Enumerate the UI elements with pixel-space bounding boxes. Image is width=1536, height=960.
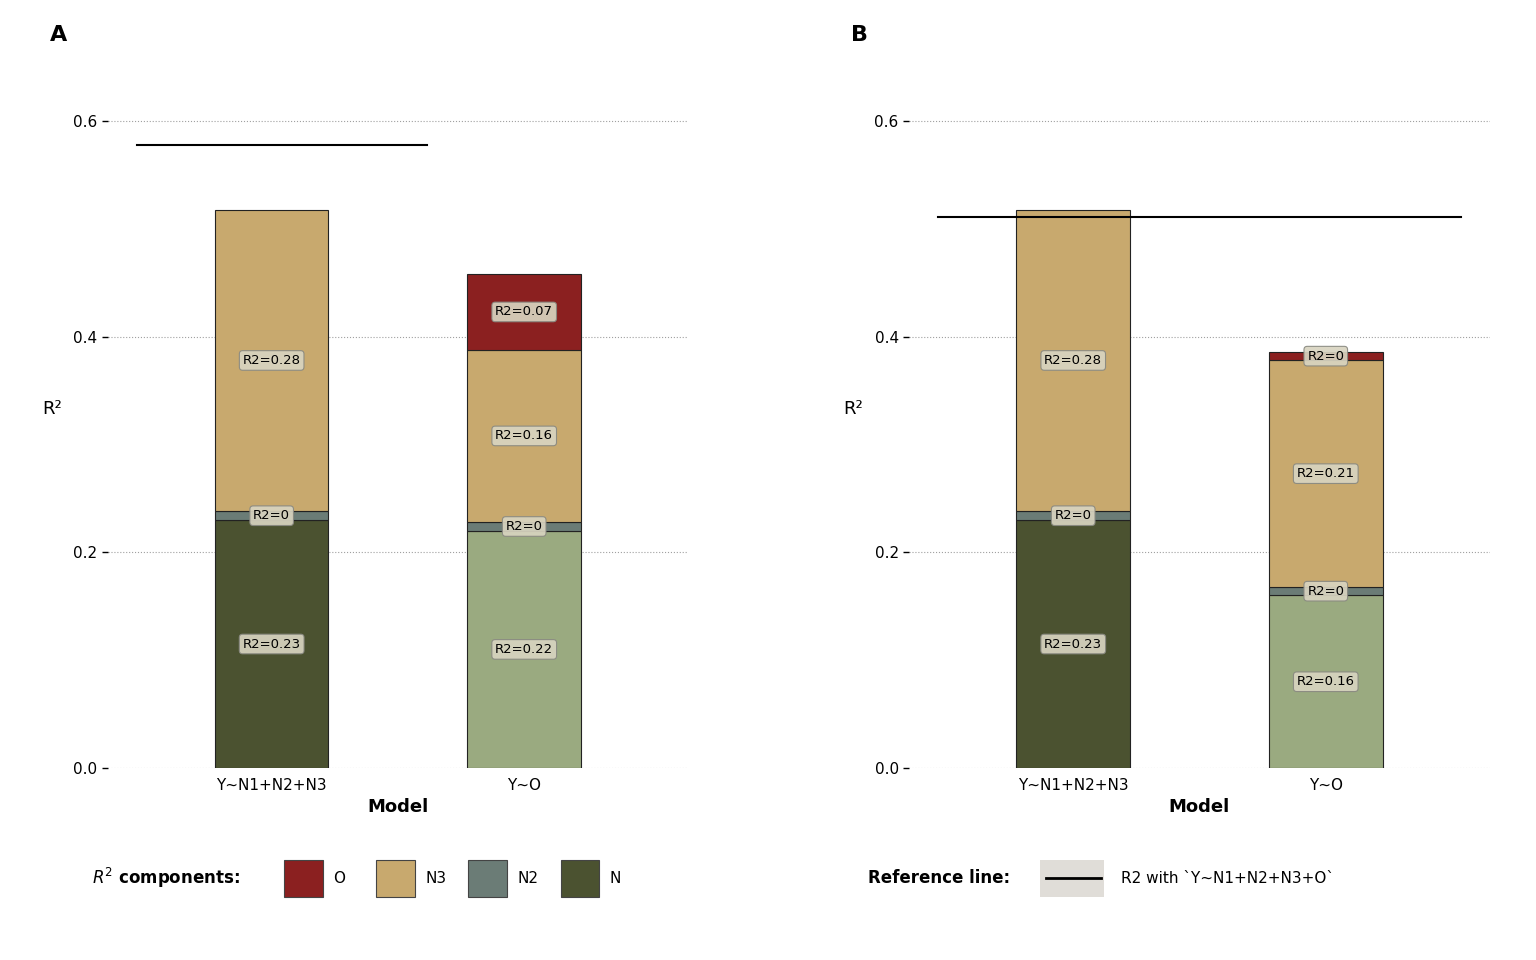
- Bar: [215, 209, 329, 512]
- Bar: [1017, 512, 1130, 520]
- Bar: [1017, 520, 1130, 768]
- Bar: [467, 349, 581, 522]
- Bar: [1269, 595, 1382, 768]
- X-axis label: Model: Model: [367, 799, 429, 816]
- Text: R2=0: R2=0: [1307, 349, 1344, 363]
- Bar: [215, 512, 329, 520]
- Text: R2=0: R2=0: [1055, 509, 1092, 522]
- Text: R2=0.21: R2=0.21: [1296, 468, 1355, 480]
- Text: Reference line:: Reference line:: [868, 870, 1011, 887]
- Text: $R^2$ components:: $R^2$ components:: [92, 866, 240, 891]
- Y-axis label: R²: R²: [41, 399, 61, 418]
- Bar: [1017, 209, 1130, 512]
- Y-axis label: R²: R²: [843, 399, 863, 418]
- Bar: [1269, 360, 1382, 587]
- Text: R2=0.23: R2=0.23: [243, 637, 301, 651]
- Text: R2=0.28: R2=0.28: [243, 354, 301, 367]
- Text: O: O: [333, 871, 346, 886]
- Text: R2=0: R2=0: [1307, 585, 1344, 598]
- Text: A: A: [49, 25, 66, 45]
- Bar: [467, 275, 581, 349]
- Text: N2: N2: [518, 871, 539, 886]
- Text: R2=0.16: R2=0.16: [1296, 675, 1355, 688]
- Text: R2=0.28: R2=0.28: [1044, 354, 1103, 367]
- Bar: [1269, 351, 1382, 360]
- Bar: [215, 520, 329, 768]
- Text: B: B: [851, 25, 868, 45]
- Text: R2 with `Y~N1+N2+N3+O`: R2 with `Y~N1+N2+N3+O`: [1121, 871, 1335, 886]
- Bar: [467, 522, 581, 531]
- Text: R2=0.07: R2=0.07: [495, 305, 553, 319]
- Text: R2=0.22: R2=0.22: [495, 643, 553, 656]
- Bar: [467, 531, 581, 768]
- Text: R2=0: R2=0: [505, 520, 542, 533]
- X-axis label: Model: Model: [1169, 799, 1230, 816]
- Text: R2=0: R2=0: [253, 509, 290, 522]
- Text: N3: N3: [425, 871, 447, 886]
- Text: N: N: [610, 871, 621, 886]
- Bar: [1269, 587, 1382, 595]
- Text: R2=0.16: R2=0.16: [495, 429, 553, 443]
- Text: R2=0.23: R2=0.23: [1044, 637, 1103, 651]
